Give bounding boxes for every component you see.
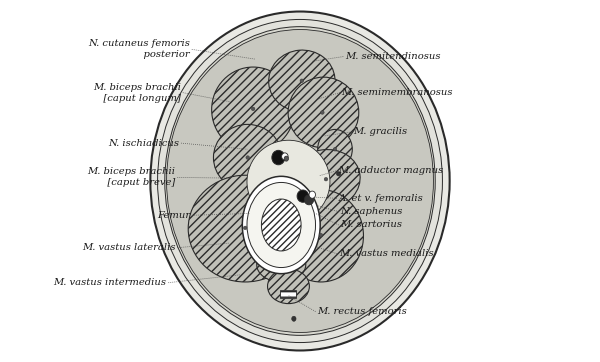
Ellipse shape [268, 269, 310, 304]
Ellipse shape [333, 147, 337, 151]
Ellipse shape [244, 226, 247, 230]
Ellipse shape [251, 107, 255, 111]
Ellipse shape [337, 172, 341, 176]
Text: M. rectus femoris: M. rectus femoris [317, 307, 407, 316]
Text: M. semitendinosus: M. semitendinosus [345, 52, 440, 61]
Ellipse shape [188, 175, 302, 282]
Ellipse shape [158, 20, 442, 342]
Ellipse shape [288, 77, 359, 148]
Ellipse shape [167, 30, 433, 332]
Text: M. vastus lateralis: M. vastus lateralis [82, 243, 176, 252]
Ellipse shape [269, 50, 335, 111]
Text: M. vastus medialis: M. vastus medialis [339, 249, 434, 258]
Ellipse shape [292, 316, 296, 321]
Ellipse shape [212, 67, 295, 152]
Ellipse shape [214, 125, 282, 191]
Text: N. ischiadicus: N. ischiadicus [108, 139, 179, 148]
Text: M. adductor magnus: M. adductor magnus [338, 167, 443, 176]
Text: A. et v. femoralis: A. et v. femoralis [338, 194, 424, 203]
Ellipse shape [165, 27, 435, 335]
Ellipse shape [242, 176, 320, 274]
Text: M. biceps brachii
   [caput longum]: M. biceps brachii [caput longum] [93, 83, 181, 103]
Text: N. saphenus: N. saphenus [340, 207, 403, 216]
Ellipse shape [297, 190, 308, 202]
Text: N. cutaneus femoris
    posterior: N. cutaneus femoris posterior [88, 39, 190, 59]
Ellipse shape [247, 140, 330, 223]
Ellipse shape [281, 153, 288, 160]
Ellipse shape [257, 247, 306, 282]
Ellipse shape [284, 156, 289, 161]
Ellipse shape [304, 195, 314, 205]
Ellipse shape [151, 12, 449, 350]
Ellipse shape [292, 150, 360, 209]
Ellipse shape [300, 79, 304, 83]
Ellipse shape [278, 190, 364, 282]
Ellipse shape [272, 150, 285, 165]
Text: Femur: Femur [157, 211, 190, 220]
Ellipse shape [324, 177, 328, 181]
Text: M. gracilis: M. gracilis [353, 127, 407, 136]
Ellipse shape [247, 182, 316, 268]
Text: M. semimembranosus: M. semimembranosus [341, 88, 453, 97]
Polygon shape [280, 290, 296, 298]
Ellipse shape [319, 233, 323, 237]
Ellipse shape [302, 191, 332, 226]
Text: M. vastus intermedius: M. vastus intermedius [53, 278, 167, 287]
Ellipse shape [320, 111, 324, 114]
Text: M. biceps brachii
   [caput breve]: M. biceps brachii [caput breve] [88, 167, 176, 188]
Ellipse shape [262, 199, 301, 251]
Ellipse shape [309, 191, 316, 198]
Ellipse shape [246, 156, 250, 159]
Text: M. sartorius: M. sartorius [340, 220, 403, 230]
Ellipse shape [317, 130, 352, 169]
